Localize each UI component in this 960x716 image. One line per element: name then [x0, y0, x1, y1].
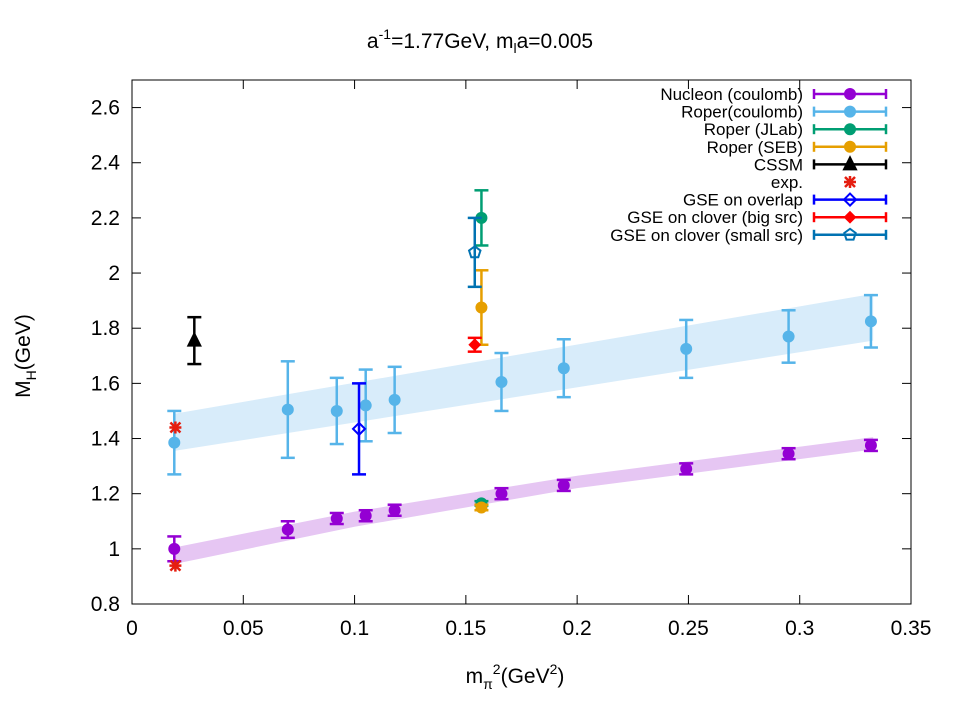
legend-marker — [844, 88, 856, 100]
marker — [864, 439, 877, 452]
marker — [281, 523, 294, 536]
legend-marker — [843, 210, 857, 224]
legend-label: GSE on clover (big src) — [627, 208, 803, 227]
legend-marker — [842, 155, 858, 171]
xlabel-part: ) — [557, 665, 564, 688]
marker — [782, 447, 795, 460]
marker — [169, 421, 182, 434]
marker — [475, 501, 488, 514]
x-tick-label: 0.15 — [445, 617, 486, 640]
marker — [330, 404, 343, 417]
chart-title: a-1=1.77GeV, mla=0.005 — [367, 26, 593, 56]
marker — [557, 479, 570, 492]
legend-label: Roper (SEB) — [707, 138, 803, 157]
x-tick-label: 0.3 — [785, 617, 814, 640]
y-tick-label: 1.2 — [91, 483, 120, 506]
legend-label: CSSM — [754, 155, 803, 174]
ylabel-part: H — [23, 370, 39, 380]
plot-frame — [131, 79, 912, 605]
legend-marker — [844, 105, 856, 118]
legend-marker — [843, 227, 857, 241]
x-tick-label: 0.05 — [223, 617, 264, 640]
legend-label: Nucleon (coulomb) — [660, 85, 803, 104]
title-part: l — [513, 40, 516, 56]
title-part: -1 — [379, 26, 392, 42]
y-tick-label: 1 — [108, 538, 120, 561]
marker — [467, 245, 482, 259]
error-bar — [352, 382, 367, 476]
legend-label: Roper(coulomb) — [681, 103, 803, 122]
y-tick-label: 0.8 — [91, 593, 120, 616]
title-part: =1.77GeV, m — [391, 30, 513, 53]
xlabel-part: m — [466, 665, 484, 688]
marker — [186, 331, 202, 347]
marker — [495, 375, 508, 388]
y-tick-label: 2 — [108, 262, 120, 285]
y-tick-label: 2.6 — [91, 97, 120, 120]
marker — [359, 509, 372, 522]
xlabel-part: 2 — [493, 661, 501, 677]
xlabel-part: π — [483, 676, 493, 692]
marker — [168, 542, 181, 555]
x-tick-label: 0.2 — [563, 617, 592, 640]
x-tick-label: 0.1 — [340, 617, 369, 640]
marker — [557, 362, 570, 375]
marker — [351, 421, 367, 437]
x-tick-label: 0 — [126, 617, 138, 640]
band — [174, 293, 874, 451]
marker — [169, 559, 182, 572]
legend-label: GSE on clover (small src) — [610, 226, 803, 245]
legend-marker — [844, 140, 856, 153]
y-tick-label: 1.8 — [91, 317, 120, 340]
y-tick-label: 1.6 — [91, 372, 120, 395]
x-tick-label: 0.35 — [891, 617, 932, 640]
marker — [475, 301, 488, 314]
xlabel-part: 2 — [550, 661, 558, 677]
ylabel-part: M — [12, 380, 35, 398]
y-axis-label: MH(GeV) — [12, 314, 39, 398]
y-tick-label: 1.4 — [91, 428, 121, 451]
ylabel-part: (GeV) — [12, 314, 35, 370]
title-part: a — [367, 30, 379, 53]
marker — [168, 436, 181, 449]
marker — [330, 512, 343, 525]
title-part: a=0.005 — [517, 30, 594, 53]
marker — [680, 342, 693, 355]
legend-label: exp. — [771, 173, 803, 192]
legend-marker — [844, 176, 856, 188]
x-axis-label: mπ2(GeV2) — [466, 661, 565, 692]
xlabel-part: (GeV — [501, 665, 550, 688]
legend-marker — [842, 192, 858, 208]
marker — [782, 330, 795, 343]
marker — [864, 315, 877, 328]
error-bar — [467, 216, 482, 289]
marker — [388, 504, 401, 517]
y-tick-label: 2.2 — [91, 207, 120, 230]
legend-label: Roper (JLab) — [704, 120, 803, 139]
marker — [388, 393, 401, 406]
marker — [495, 487, 508, 500]
legend-marker — [844, 123, 856, 136]
y-tick-label: 2.4 — [91, 152, 121, 175]
marker — [468, 338, 482, 352]
band — [174, 437, 874, 565]
marker — [281, 403, 294, 416]
marker — [680, 462, 693, 475]
legend-label: GSE on overlap — [683, 191, 803, 210]
marker — [359, 399, 372, 412]
x-tick-label: 0.25 — [668, 617, 709, 640]
